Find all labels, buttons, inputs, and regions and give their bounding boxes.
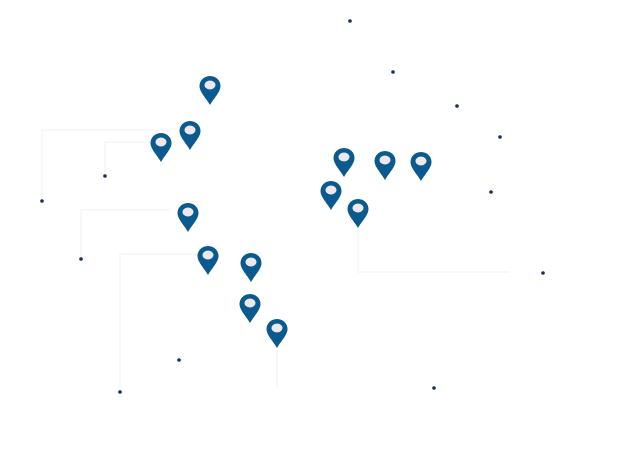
location-dots	[40, 19, 545, 394]
map-marker-icon[interactable]	[179, 121, 201, 150]
point-icon	[498, 135, 502, 139]
point-icon	[455, 104, 459, 108]
connector-line	[119, 253, 200, 392]
connector-line	[357, 228, 510, 273]
map-marker-icon[interactable]	[240, 253, 262, 282]
connector-line	[104, 141, 160, 176]
point-icon	[391, 70, 395, 74]
point-icon	[348, 19, 352, 23]
point-icon	[177, 358, 181, 362]
map-marker-icon[interactable]	[410, 152, 432, 181]
map-marker-icon[interactable]	[374, 151, 396, 180]
point-icon	[541, 271, 545, 275]
map-marker-icon[interactable]	[150, 133, 172, 162]
point-icon	[489, 190, 493, 194]
location-pins	[150, 76, 432, 348]
point-icon	[103, 174, 107, 178]
map-marker-icon[interactable]	[347, 199, 369, 228]
connector-line	[41, 129, 170, 201]
map-marker-icon[interactable]	[197, 246, 219, 275]
map-marker-icon[interactable]	[177, 203, 199, 232]
connector-line	[80, 209, 170, 259]
map-marker-icon[interactable]	[239, 294, 261, 323]
map-marker-icon[interactable]	[266, 319, 288, 348]
map-marker-icon[interactable]	[320, 181, 342, 210]
point-icon	[40, 199, 44, 203]
connector-lines	[41, 129, 510, 392]
point-icon	[432, 386, 436, 390]
point-icon	[118, 390, 122, 394]
point-icon	[79, 257, 83, 261]
map-marker-icon[interactable]	[333, 148, 355, 177]
map-marker-icon[interactable]	[199, 76, 221, 105]
